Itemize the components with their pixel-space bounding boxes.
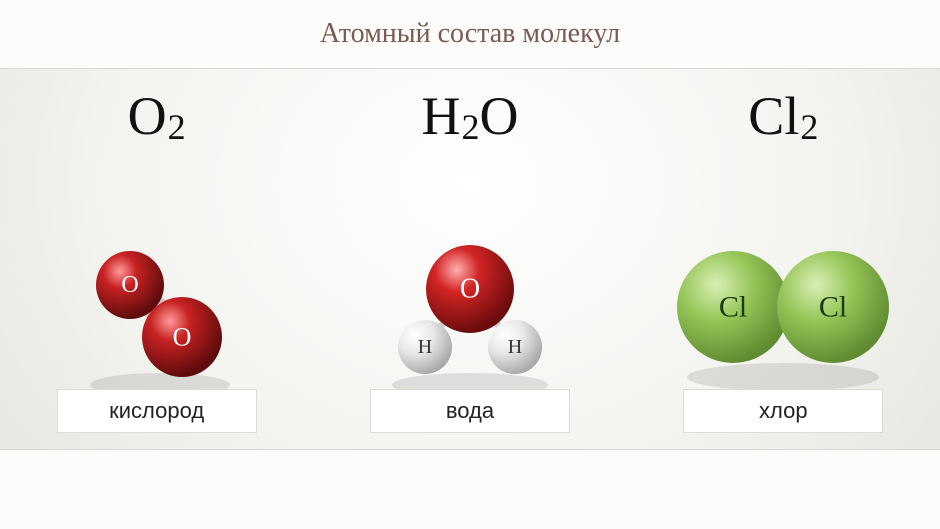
oxygen-svg: O O [42,207,272,407]
formula-chlorine: Cl2 [748,89,818,149]
formula-sub: 2 [461,109,479,145]
label-oxygen: кислород [57,389,257,433]
formula-part: O [479,89,518,143]
formula-oxygen: O2 [128,89,186,149]
molecule-chlorine: Cl2 Cl Cl [627,69,940,449]
atom-label: H [508,336,522,358]
molecule-oxygen: O2 [0,69,313,449]
label-water: вода [370,389,570,433]
formula-sub: 2 [168,109,186,145]
shadow [687,363,879,391]
formula-part: H [421,89,460,143]
water-svg: H H O [355,207,585,407]
atom-label: Cl [819,291,847,324]
label-chlorine: хлор [683,389,883,433]
molecule-band: O2 [0,68,940,450]
title-wrap: Атомный состав молекул [0,0,940,68]
atom-label: O [460,274,480,305]
formula-water: H2O [421,89,518,149]
atom-label: Cl [719,291,747,324]
chlorine-svg: Cl Cl [655,207,911,407]
formula-part: Cl [748,89,799,143]
molecule-water: H2O [313,69,626,449]
atom-label: H [418,336,432,358]
page-title: Атомный состав молекул [320,18,620,49]
formula-sub: 2 [800,109,818,145]
atom-label: O [121,272,138,298]
formula-part: O [128,89,167,143]
page: Атомный состав молекул O2 [0,0,940,529]
atom-label: O [172,323,191,352]
